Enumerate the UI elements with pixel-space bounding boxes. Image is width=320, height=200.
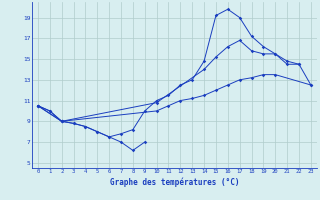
X-axis label: Graphe des températures (°C): Graphe des températures (°C) [110, 177, 239, 187]
